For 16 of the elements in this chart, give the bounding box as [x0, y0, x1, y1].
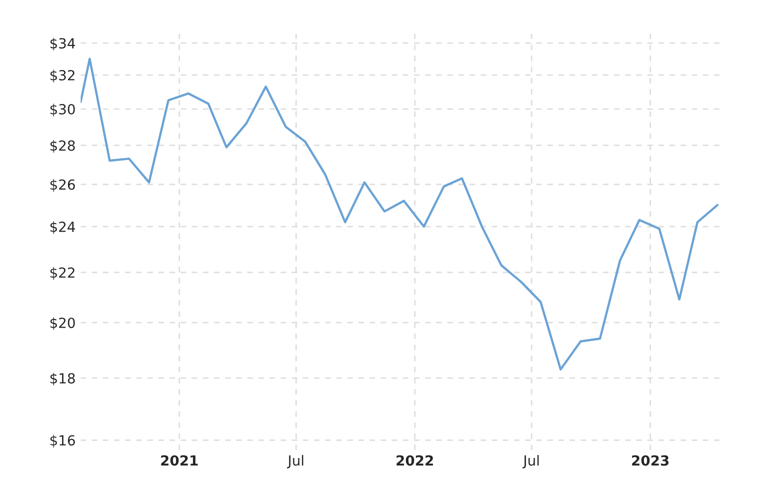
x-tick-label: Jul [287, 454, 304, 468]
y-tick-label: $30 [50, 104, 75, 116]
y-tick-label: $22 [50, 267, 74, 280]
y-tick-label: $16 [50, 434, 75, 448]
y-tick-label: $26 [50, 179, 75, 192]
y-tick-label: $20 [50, 317, 75, 330]
x-tick-label: Jul [522, 454, 539, 468]
x-tick-label: 2021 [161, 455, 198, 466]
y-tick-label: $18 [50, 372, 75, 386]
y-tick-label: $32 [50, 70, 74, 82]
y-tick-label: $24 [50, 221, 75, 234]
y-tick-label: $34 [50, 38, 75, 50]
x-tick-label: 2023 [632, 455, 669, 466]
line-series [80, 58, 719, 371]
x-tick-label: 2022 [396, 455, 433, 466]
y-tick-label: $28 [50, 140, 75, 153]
